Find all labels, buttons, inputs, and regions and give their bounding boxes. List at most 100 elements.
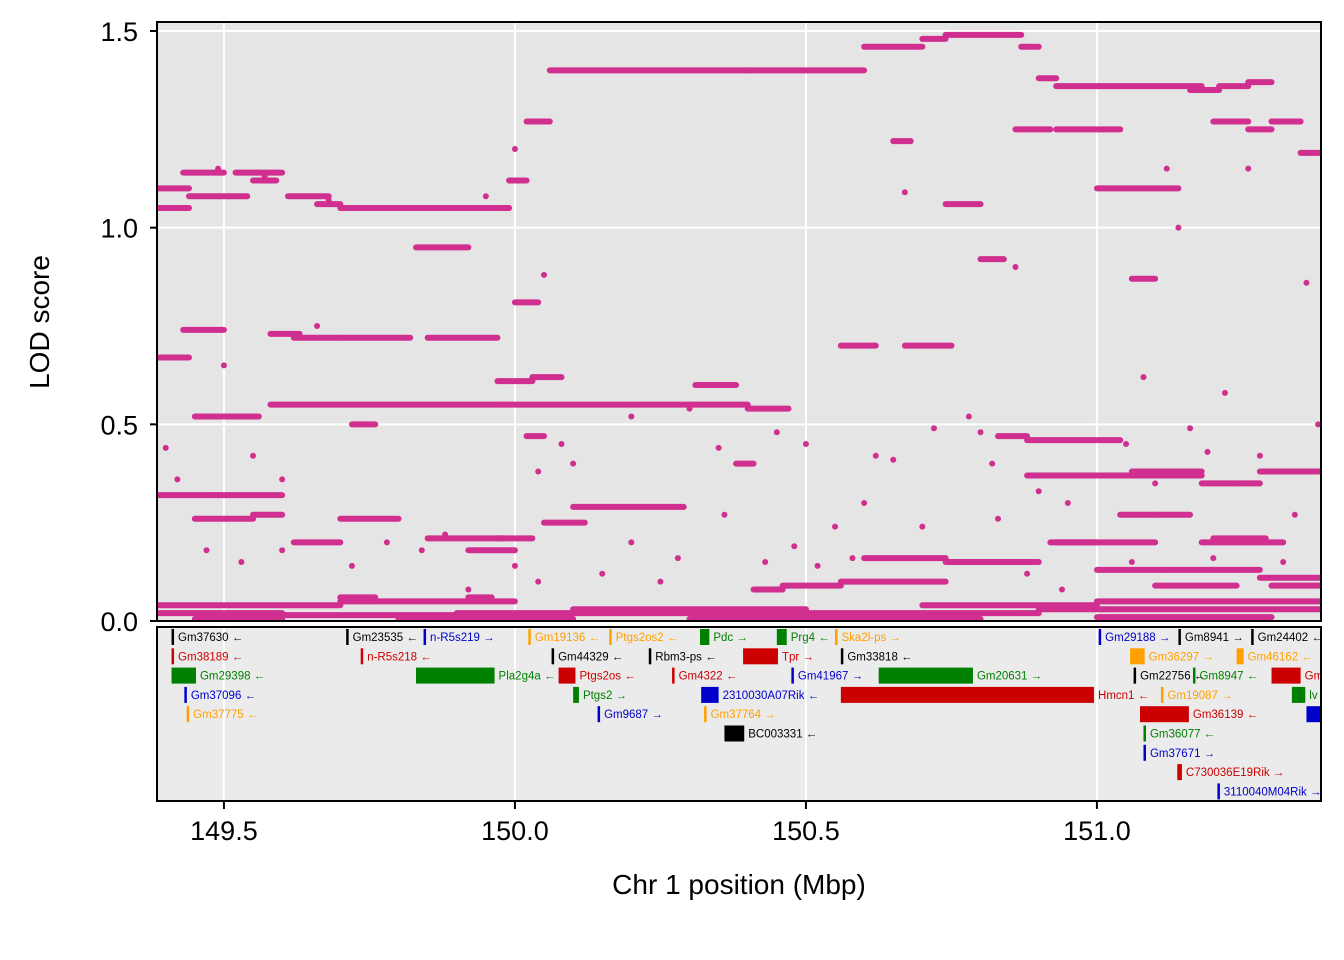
lod-point — [890, 456, 897, 463]
lod-point — [418, 547, 425, 554]
lod-point — [314, 323, 321, 329]
lod-point — [930, 425, 937, 432]
lod-point — [628, 413, 635, 420]
gene-bar — [672, 667, 675, 684]
gene-bar — [1139, 706, 1189, 723]
lod-point — [482, 193, 489, 200]
gene-bar — [360, 648, 364, 665]
gene-label: Gm44329 ← — [558, 651, 623, 663]
gene-label: Gm37630 ← — [178, 632, 243, 644]
gene-bar — [551, 648, 555, 665]
gene-bar — [1160, 686, 1164, 703]
gene-label: Gm36077 ← — [1150, 729, 1215, 741]
lod-point — [802, 441, 809, 447]
gene-label: Gm37671 → — [1150, 748, 1215, 760]
lod-point — [162, 444, 169, 451]
gene-bar — [1192, 667, 1196, 684]
gene-bar — [1178, 629, 1181, 645]
gene-bar — [346, 629, 349, 645]
lod-point — [989, 460, 996, 467]
gene-bar — [878, 667, 973, 684]
gene-bar — [171, 667, 196, 684]
lod-point — [1221, 389, 1228, 396]
lod-point — [1152, 480, 1159, 487]
gene-track: Gm37630 ← Gm23535 ← n-R5s219 → Gm19136 ← Ptg… — [171, 629, 1322, 800]
lod-point — [1035, 488, 1042, 495]
lod-point — [849, 555, 856, 562]
gene-label: Gm37764 → — [711, 709, 776, 721]
gene-panel-border — [156, 626, 1322, 802]
gene-label: Tpr → — [782, 651, 814, 663]
lod-point — [762, 559, 769, 565]
gene-label: Gm8947 ← — [1199, 671, 1258, 683]
lod-point — [535, 578, 542, 585]
lod-point — [1105, 606, 1112, 613]
lod-point — [279, 476, 286, 483]
lod-point — [1064, 500, 1071, 506]
gene-bar — [609, 629, 612, 645]
lod-point — [1140, 374, 1147, 381]
gene-label: BC003331 ← — [748, 729, 817, 741]
gene-bar — [1236, 648, 1244, 665]
gene-bar — [171, 629, 175, 645]
gene-bar — [1098, 629, 1102, 645]
gene-bar — [724, 725, 745, 742]
gene-label: n-R5s219 → — [430, 632, 495, 644]
lod-point — [686, 405, 693, 412]
lod-point — [1059, 586, 1066, 593]
lod-point — [657, 578, 664, 585]
lod-point — [599, 570, 606, 577]
lod-point — [1280, 559, 1287, 565]
gene-bar — [1130, 648, 1145, 665]
lod-points — [156, 31, 1322, 623]
lod-point — [1128, 559, 1135, 565]
gene-label: Gm36139 ← — [1193, 709, 1258, 721]
lod-point — [791, 543, 798, 550]
gene-label: 3110040M04Rik → — [1224, 786, 1322, 798]
lod-point — [1210, 555, 1217, 562]
lod-point — [348, 562, 355, 569]
gene-bar — [1291, 686, 1306, 703]
lod-point — [238, 559, 245, 565]
gene-label: Gm19136 ← — [535, 632, 600, 644]
lod-point — [919, 523, 926, 530]
x-axis-label: Chr 1 position (Mbp) — [612, 869, 866, 900]
x-tick-label: 149.5 — [190, 816, 258, 846]
gene-bar — [1143, 725, 1146, 742]
gene-label: Rbm3-ps ← — [655, 651, 716, 663]
lod-point — [1245, 165, 1252, 172]
lod-point — [674, 555, 681, 562]
gene-label: Gm23535 ← — [353, 632, 418, 644]
gene-label: Gm4322 ← — [679, 671, 738, 683]
lod-point — [1012, 264, 1019, 270]
lod-point — [325, 197, 332, 204]
lod-panel-border — [156, 21, 1322, 622]
lod-point — [174, 476, 181, 483]
gene-bar — [1177, 764, 1182, 781]
y-tick-label: 1.0 — [100, 214, 138, 244]
gene-bar — [704, 706, 707, 723]
lod-point — [250, 452, 257, 459]
gene-label: 2310030A07Rik ← — [723, 690, 820, 702]
lod-point — [1256, 452, 1263, 459]
gene-label: Gm8941 → — [1185, 632, 1244, 644]
gene-label: n-R5s218 ← — [367, 651, 432, 663]
lod-point — [1163, 165, 1170, 172]
lod-point — [628, 539, 635, 546]
y-axis-ticks: 0.0 0.5 1.0 1.5 — [100, 17, 157, 637]
lod-point — [715, 444, 722, 451]
gene-label: Gm37096 ← — [191, 690, 256, 702]
lod-point — [1024, 570, 1031, 577]
lod-point — [570, 460, 577, 467]
x-tick-label: 150.5 — [772, 816, 840, 846]
lod-point — [814, 562, 821, 569]
lod-point — [1123, 441, 1130, 447]
gene-bar — [1133, 667, 1137, 684]
lod-point — [1204, 448, 1211, 455]
lod-point — [1303, 279, 1310, 286]
gene-label: Gm33818 ← — [847, 651, 912, 663]
gene-label: Pla2g4a ← — [499, 671, 556, 683]
gene-bar — [791, 667, 794, 684]
lod-point — [1233, 480, 1240, 487]
